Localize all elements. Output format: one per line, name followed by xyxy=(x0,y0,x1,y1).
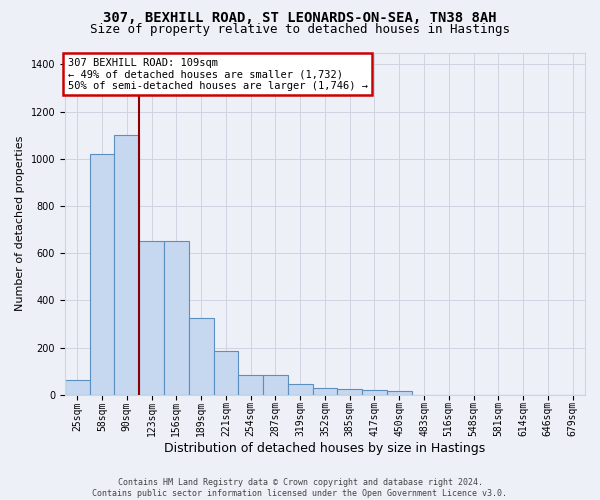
Bar xyxy=(263,375,288,395)
Text: Contains HM Land Registry data © Crown copyright and database right 2024.
Contai: Contains HM Land Registry data © Crown c… xyxy=(92,478,508,498)
Bar xyxy=(89,154,115,395)
Bar xyxy=(189,318,214,395)
Bar xyxy=(65,380,89,395)
Bar xyxy=(115,135,139,395)
Y-axis label: Number of detached properties: Number of detached properties xyxy=(15,136,25,312)
Bar xyxy=(139,242,164,395)
Text: 307, BEXHILL ROAD, ST LEONARDS-ON-SEA, TN38 8AH: 307, BEXHILL ROAD, ST LEONARDS-ON-SEA, T… xyxy=(103,11,497,25)
Bar xyxy=(313,388,337,395)
Bar xyxy=(288,384,313,395)
Bar xyxy=(337,389,362,395)
Bar xyxy=(164,242,189,395)
Bar xyxy=(362,390,387,395)
Text: 307 BEXHILL ROAD: 109sqm
← 49% of detached houses are smaller (1,732)
50% of sem: 307 BEXHILL ROAD: 109sqm ← 49% of detach… xyxy=(68,58,368,91)
Bar xyxy=(214,352,238,395)
Bar xyxy=(238,375,263,395)
Text: Size of property relative to detached houses in Hastings: Size of property relative to detached ho… xyxy=(90,23,510,36)
Bar xyxy=(387,392,412,395)
X-axis label: Distribution of detached houses by size in Hastings: Distribution of detached houses by size … xyxy=(164,442,485,455)
